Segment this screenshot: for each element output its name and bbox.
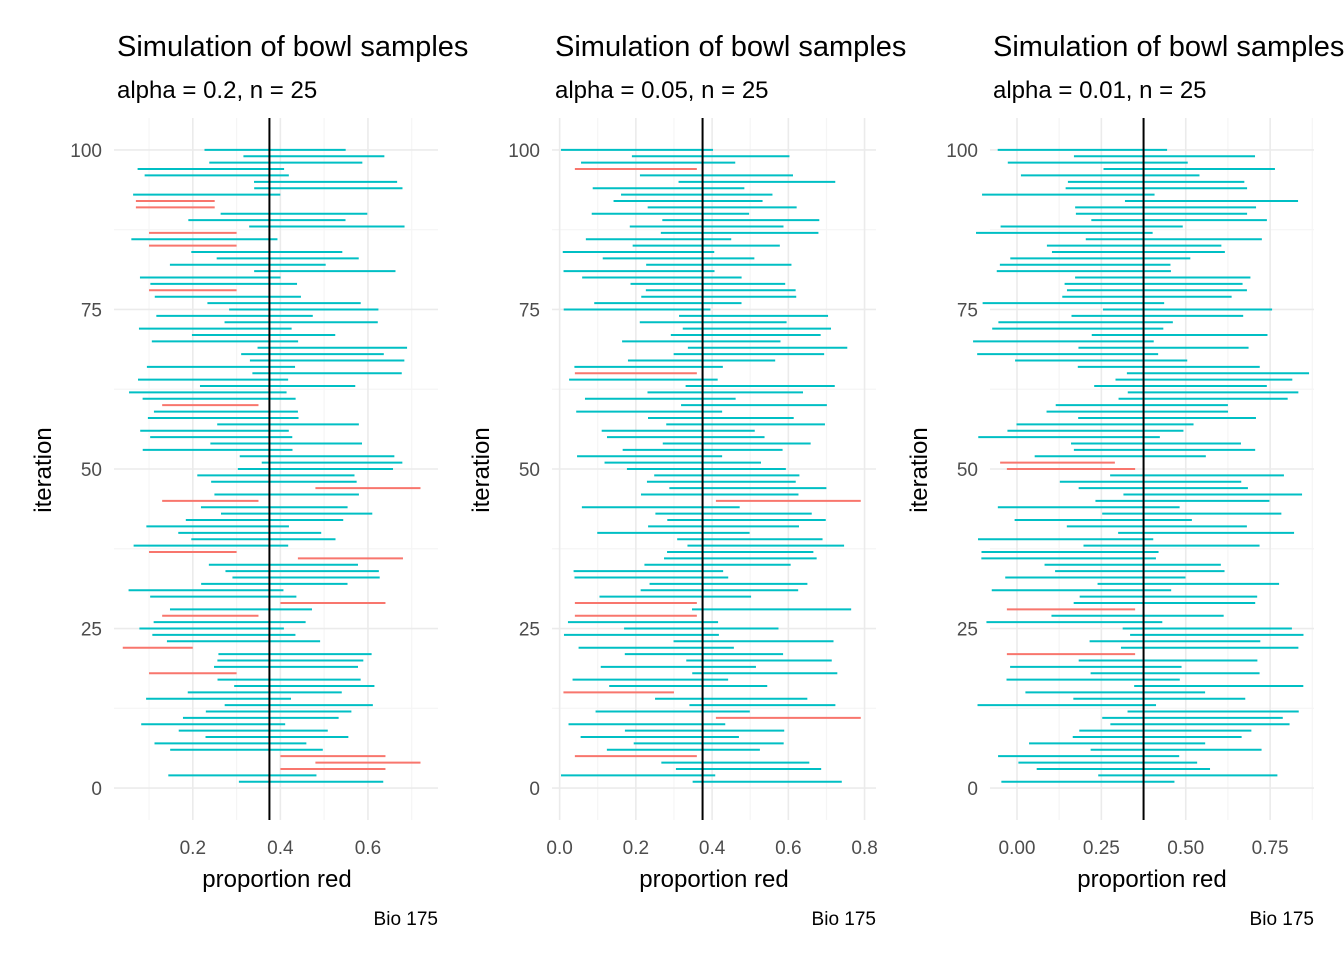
panel-2-caption: Bio 175 bbox=[812, 909, 876, 930]
panel-2: Simulation of bowl samples alpha = 0.05,… bbox=[468, 31, 906, 930]
x-tick-label: 0.4 bbox=[699, 838, 726, 859]
panel-2-y-axis-title: iteration bbox=[468, 427, 495, 512]
panel-1-intervals bbox=[122, 118, 421, 820]
x-tick-label: 0.4 bbox=[267, 838, 294, 859]
panel-1-subtitle: alpha = 0.2, n = 25 bbox=[117, 77, 317, 104]
y-tick-label: 0 bbox=[967, 779, 978, 800]
y-tick-label: 0 bbox=[529, 779, 540, 800]
panel-1-y-ticks: 0 25 50 75 100 bbox=[70, 141, 102, 800]
x-tick-label: 0.75 bbox=[1252, 838, 1289, 859]
panel-3: Simulation of bowl samples alpha = 0.01,… bbox=[906, 31, 1344, 930]
y-tick-label: 50 bbox=[519, 460, 540, 481]
x-tick-label: 0.50 bbox=[1167, 838, 1204, 859]
y-tick-label: 100 bbox=[946, 141, 978, 162]
x-tick-label: 0.2 bbox=[623, 838, 649, 859]
y-tick-label: 50 bbox=[81, 460, 102, 481]
y-tick-label: 100 bbox=[70, 141, 102, 162]
y-tick-label: 75 bbox=[957, 300, 978, 321]
panel-3-subtitle: alpha = 0.01, n = 25 bbox=[993, 77, 1207, 104]
y-tick-label: 75 bbox=[81, 300, 102, 321]
panel-2-x-ticks: 0.0 0.2 0.4 0.6 0.8 bbox=[546, 838, 877, 859]
x-tick-label: 0.00 bbox=[999, 838, 1036, 859]
y-tick-label: 25 bbox=[519, 620, 540, 641]
panel-3-y-ticks: 0 25 50 75 100 bbox=[946, 141, 978, 800]
panel-3-x-axis-title: proportion red bbox=[1077, 866, 1226, 893]
panel-3-caption: Bio 175 bbox=[1250, 909, 1314, 930]
panel-1-caption: Bio 175 bbox=[374, 909, 438, 930]
x-tick-label: 0.25 bbox=[1083, 838, 1120, 859]
panel-1-x-axis-title: proportion red bbox=[202, 866, 351, 893]
y-tick-label: 100 bbox=[508, 141, 540, 162]
y-tick-label: 0 bbox=[91, 779, 102, 800]
panel-2-subtitle: alpha = 0.05, n = 25 bbox=[555, 77, 769, 104]
panel-1-title: Simulation of bowl samples bbox=[117, 31, 468, 63]
panel-3-title: Simulation of bowl samples bbox=[993, 31, 1344, 63]
y-tick-label: 75 bbox=[519, 300, 540, 321]
panel-1-x-ticks: 0.2 0.4 0.6 bbox=[180, 838, 382, 859]
panel-1-y-axis-title: iteration bbox=[30, 427, 57, 512]
panel-3-y-axis-title: iteration bbox=[906, 427, 933, 512]
x-tick-label: 0.6 bbox=[355, 838, 381, 859]
panel-2-intervals bbox=[561, 118, 861, 820]
panel-3-intervals bbox=[973, 118, 1310, 820]
y-tick-label: 50 bbox=[957, 460, 978, 481]
panel-3-x-ticks: 0.00 0.25 0.50 0.75 bbox=[999, 838, 1289, 859]
x-tick-label: 0.6 bbox=[775, 838, 801, 859]
x-tick-label: 0.0 bbox=[546, 838, 572, 859]
panel-2-y-ticks: 0 25 50 75 100 bbox=[508, 141, 540, 800]
panel-2-x-axis-title: proportion red bbox=[639, 866, 788, 893]
y-tick-label: 25 bbox=[81, 620, 102, 641]
panel-1: Simulation of bowl samples alpha = 0.2, … bbox=[30, 31, 468, 930]
y-tick-label: 25 bbox=[957, 620, 978, 641]
x-tick-label: 0.8 bbox=[851, 838, 877, 859]
panel-2-title: Simulation of bowl samples bbox=[555, 31, 906, 63]
x-tick-label: 0.2 bbox=[180, 838, 206, 859]
